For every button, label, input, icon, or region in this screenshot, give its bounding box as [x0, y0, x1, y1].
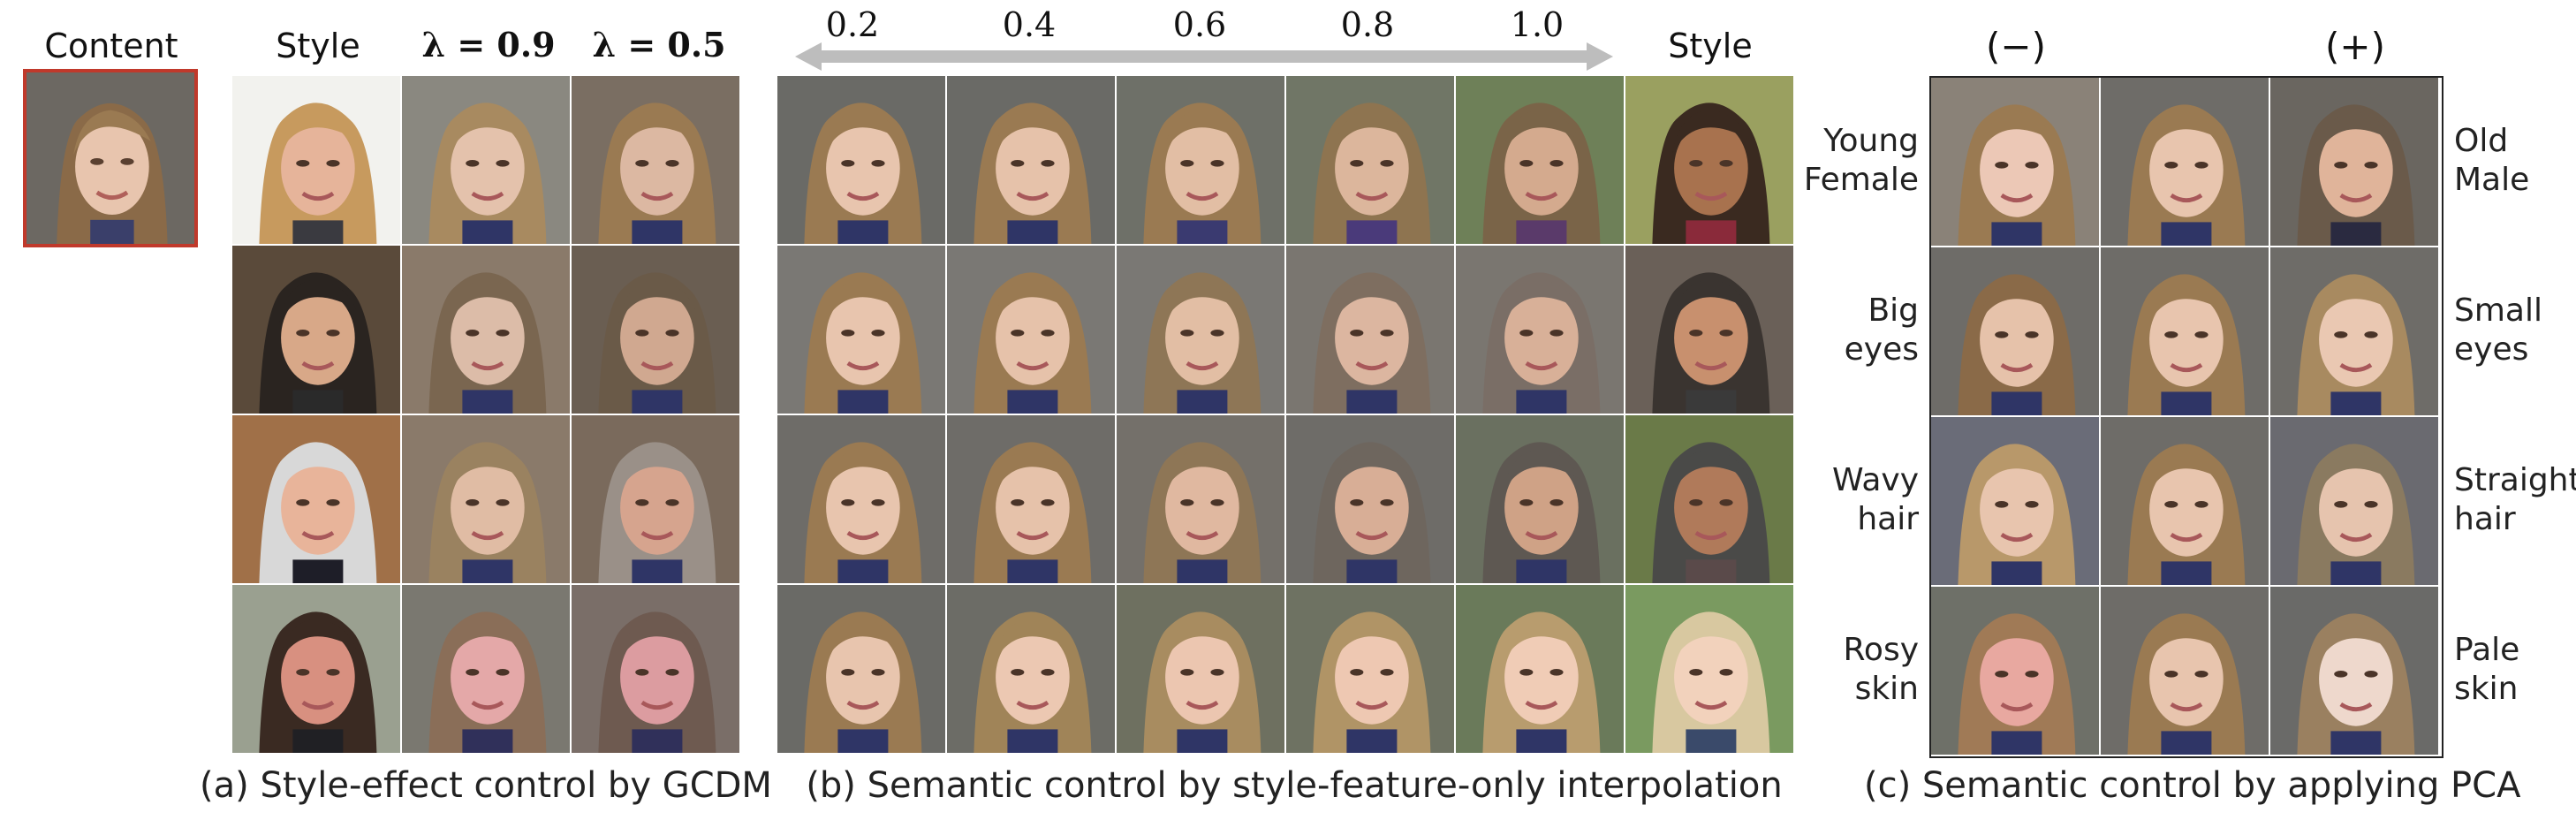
style-effect-face-0-0	[232, 76, 400, 244]
interpolation-face-1-4	[1456, 246, 1624, 414]
style-effect-face-2-2	[572, 415, 739, 583]
interpolation-face-2-5	[1625, 415, 1793, 583]
interpolation-face-1-1	[947, 246, 1115, 414]
interpolation-face-2-1	[947, 415, 1115, 583]
pca-face-3-2	[2270, 587, 2438, 755]
interpolation-face-2-0	[777, 415, 945, 583]
caption-b: (b) Semantic control by style-feature-on…	[806, 765, 1783, 806]
interpolation-face-3-1	[947, 585, 1115, 753]
style-effect-face-3-2	[572, 585, 739, 753]
pca-right-label-3: Pale skin	[2454, 632, 2520, 707]
interpolation-grid	[777, 76, 1795, 755]
face-portrait-content	[27, 72, 194, 244]
style-effect-face-1-0	[232, 246, 400, 414]
interpolation-face-3-2	[1117, 585, 1284, 753]
pca-grid	[1929, 76, 2443, 758]
pca-plus-label: (+)	[2325, 25, 2385, 68]
tick-label-3: 0.8	[1340, 5, 1395, 44]
content-image	[27, 72, 194, 244]
style-effect-grid	[232, 76, 743, 755]
style-effect-face-2-1	[402, 415, 570, 583]
pca-minus-label: (−)	[1986, 25, 2046, 68]
interpolation-face-3-4	[1456, 585, 1624, 753]
pca-left-label-1: Big eyes	[1844, 292, 1919, 368]
interpolation-face-3-0	[777, 585, 945, 753]
style-effect-face-1-2	[572, 246, 739, 414]
pca-left-label-3: Rosy skin	[1843, 632, 1919, 707]
tick-label-0: 0.2	[825, 5, 880, 44]
style-effect-face-2-0	[232, 415, 400, 583]
interpolation-face-0-0	[777, 76, 945, 244]
interpolation-face-2-2	[1117, 415, 1284, 583]
pca-face-3-1	[2101, 587, 2269, 755]
pca-right-label-1: Small eyes	[2454, 292, 2542, 368]
style-effect-face-3-0	[232, 585, 400, 753]
content-label: Content	[44, 27, 178, 65]
pca-face-3-0	[1931, 587, 2099, 755]
interpolation-face-0-2	[1117, 76, 1284, 244]
interpolation-face-1-3	[1286, 246, 1454, 414]
style-effect-face-0-2	[572, 76, 739, 244]
pca-face-1-0	[1931, 247, 2099, 415]
pca-face-2-1	[2101, 417, 2269, 585]
interpolation-face-0-5	[1625, 76, 1793, 244]
style-effect-face-1-1	[402, 246, 570, 414]
pca-right-label-2: Straight hair	[2454, 462, 2576, 537]
interpolation-face-1-0	[777, 246, 945, 414]
tick-label-4: 1.0	[1510, 5, 1565, 44]
pca-face-2-0	[1931, 417, 2099, 585]
caption-c: (c) Semantic control by applying PCA	[1864, 765, 2521, 806]
pca-right-label-0: Old Male	[2454, 123, 2530, 198]
interpolation-face-1-5	[1625, 246, 1793, 414]
style-effect-face-0-1	[402, 76, 570, 244]
pca-face-2-2	[2270, 417, 2438, 585]
pca-face-0-0	[1931, 78, 2099, 246]
style-column-label-b: Style	[1668, 27, 1753, 65]
tick-label-1: 0.4	[1002, 5, 1057, 44]
style-effect-face-3-1	[402, 585, 570, 753]
interpolation-face-0-4	[1456, 76, 1624, 244]
pca-left-label-2: Wavy hair	[1832, 462, 1919, 537]
interpolation-face-2-4	[1456, 415, 1624, 583]
lambda-09-label: λ = 0.9	[421, 25, 556, 65]
style-column-label-a: Style	[276, 27, 360, 65]
pca-face-0-1	[2101, 78, 2269, 246]
tick-label-2: 0.6	[1172, 5, 1227, 44]
interpolation-face-2-3	[1286, 415, 1454, 583]
pca-face-0-2	[2270, 78, 2438, 246]
lambda-05-label: λ = 0.5	[592, 25, 726, 65]
pca-face-1-1	[2101, 247, 2269, 415]
interpolation-face-0-3	[1286, 76, 1454, 244]
interpolation-arrow	[795, 42, 1613, 71]
interpolation-face-1-2	[1117, 246, 1284, 414]
interpolation-face-0-1	[947, 76, 1115, 244]
interpolation-face-3-3	[1286, 585, 1454, 753]
interpolation-face-3-5	[1625, 585, 1793, 753]
pca-left-label-0: Young Female	[1803, 123, 1919, 198]
caption-a: (a) Style-effect control by GCDM	[200, 765, 772, 806]
pca-face-1-2	[2270, 247, 2438, 415]
